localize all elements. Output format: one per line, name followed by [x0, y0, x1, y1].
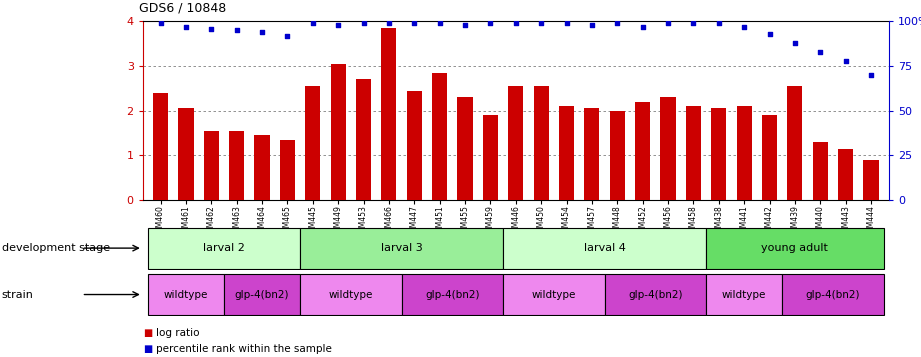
Bar [407, 91, 422, 200]
Text: percentile rank within the sample: percentile rank within the sample [156, 344, 332, 354]
Text: ■: ■ [143, 344, 152, 354]
Point [432, 20, 447, 26]
FancyBboxPatch shape [148, 227, 300, 269]
Text: glp-4(bn2): glp-4(bn2) [235, 290, 289, 300]
FancyBboxPatch shape [706, 274, 782, 315]
Bar [179, 109, 193, 200]
FancyBboxPatch shape [224, 274, 300, 315]
Bar [508, 86, 523, 200]
Point [838, 58, 853, 64]
Point [508, 20, 523, 26]
Bar [153, 93, 169, 200]
Point [407, 20, 422, 26]
Point [686, 20, 701, 26]
Text: young adult: young adult [762, 243, 828, 253]
Point [229, 27, 244, 33]
Bar [686, 106, 701, 200]
Point [534, 20, 549, 26]
Text: wildtype: wildtype [329, 290, 373, 300]
Bar [331, 64, 345, 200]
Text: strain: strain [2, 290, 34, 300]
Point [254, 29, 269, 35]
Text: wildtype: wildtype [722, 290, 766, 300]
Text: wildtype: wildtype [164, 290, 208, 300]
Bar [838, 149, 853, 200]
Bar [356, 80, 371, 200]
Point [711, 20, 726, 26]
Point [813, 49, 828, 55]
Bar [584, 109, 600, 200]
Bar [432, 73, 448, 200]
Text: larval 4: larval 4 [584, 243, 625, 253]
Point [610, 20, 624, 26]
Point [381, 20, 396, 26]
Bar [533, 86, 549, 200]
FancyBboxPatch shape [706, 227, 883, 269]
FancyBboxPatch shape [402, 274, 503, 315]
Text: ■: ■ [143, 328, 152, 338]
Bar [635, 102, 650, 200]
Point [864, 72, 879, 78]
FancyBboxPatch shape [300, 274, 402, 315]
Point [660, 20, 675, 26]
Point [153, 20, 168, 26]
Point [356, 20, 371, 26]
Point [331, 22, 345, 28]
Point [280, 33, 295, 39]
Bar [381, 28, 397, 200]
Text: larval 2: larval 2 [203, 243, 245, 253]
Bar [660, 97, 676, 200]
FancyBboxPatch shape [503, 227, 706, 269]
Text: wildtype: wildtype [531, 290, 576, 300]
Text: log ratio: log ratio [156, 328, 199, 338]
Text: glp-4(bn2): glp-4(bn2) [806, 290, 860, 300]
Text: glp-4(bn2): glp-4(bn2) [426, 290, 480, 300]
Point [483, 20, 497, 26]
Bar [458, 97, 472, 200]
Point [179, 24, 193, 30]
Bar [483, 115, 498, 200]
Bar [204, 131, 219, 200]
Text: development stage: development stage [2, 243, 110, 253]
Text: glp-4(bn2): glp-4(bn2) [628, 290, 682, 300]
FancyBboxPatch shape [503, 274, 604, 315]
Bar [610, 111, 624, 200]
Point [458, 22, 472, 28]
Point [635, 24, 650, 30]
Bar [787, 86, 802, 200]
Bar [737, 106, 752, 200]
FancyBboxPatch shape [782, 274, 883, 315]
Point [763, 31, 777, 37]
FancyBboxPatch shape [300, 227, 503, 269]
Point [787, 40, 802, 46]
Point [204, 26, 218, 31]
Point [306, 20, 321, 26]
Bar [305, 86, 321, 200]
Text: GDS6 / 10848: GDS6 / 10848 [139, 1, 227, 14]
Bar [863, 160, 879, 200]
Bar [762, 115, 777, 200]
FancyBboxPatch shape [148, 274, 224, 315]
Point [559, 20, 574, 26]
Bar [280, 140, 295, 200]
Bar [229, 131, 244, 200]
FancyBboxPatch shape [604, 274, 706, 315]
Point [585, 22, 600, 28]
Bar [812, 142, 828, 200]
Point [737, 24, 752, 30]
Text: larval 3: larval 3 [380, 243, 423, 253]
Bar [711, 109, 727, 200]
Bar [559, 106, 574, 200]
Bar [254, 135, 270, 200]
